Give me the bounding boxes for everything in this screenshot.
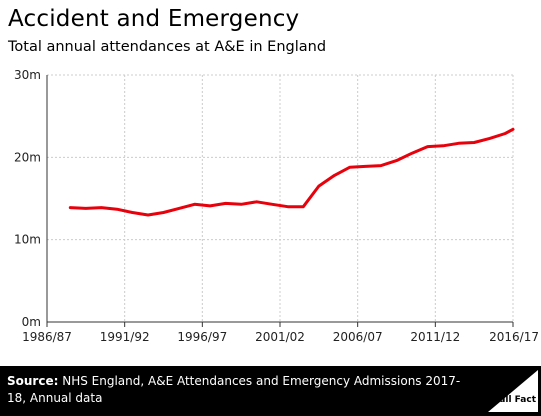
full-fact-logo <box>488 370 538 412</box>
x-tick-label: 2011/12 <box>410 330 460 344</box>
source-note: Source: NHS England, A&E Attendances and… <box>7 373 477 407</box>
chart-title: Accident and Emergency <box>8 6 300 32</box>
footer: Source: NHS England, A&E Attendances and… <box>0 366 541 416</box>
x-tick-label: 2006/07 <box>333 330 383 344</box>
grid <box>47 74 514 322</box>
logo-text: Full Fact <box>493 395 536 405</box>
x-tick-label: 1996/97 <box>177 330 227 344</box>
series <box>68 127 515 217</box>
y-tick-label: 10m <box>14 233 41 247</box>
series-line-ae-attendances <box>68 127 515 217</box>
y-tick-label: 0m <box>22 315 41 329</box>
chart-subtitle: Total annual attendances at A&E in Engla… <box>8 39 327 55</box>
axes <box>46 75 514 327</box>
x-tick-label: 2001/02 <box>255 330 305 344</box>
x-tick-label: 1986/87 <box>22 330 72 344</box>
x-tick-label: 2016/17 <box>489 330 539 344</box>
tick-labels: 0m 10m 20m 30m 1986/87 1991/92 1996/97 2001/02 2… <box>14 68 539 344</box>
x-tick-label: 1991/92 <box>100 330 150 344</box>
y-tick-label: 20m <box>14 150 41 164</box>
line-chart: 0m 10m 20m 30m 1986/87 1991/92 1996/97 2001/02 2… <box>14 68 539 344</box>
source-text: NHS England, A&E Attendances and Emergen… <box>7 374 461 405</box>
source-label: Source: <box>7 374 59 388</box>
y-tick-label: 30m <box>14 68 41 82</box>
